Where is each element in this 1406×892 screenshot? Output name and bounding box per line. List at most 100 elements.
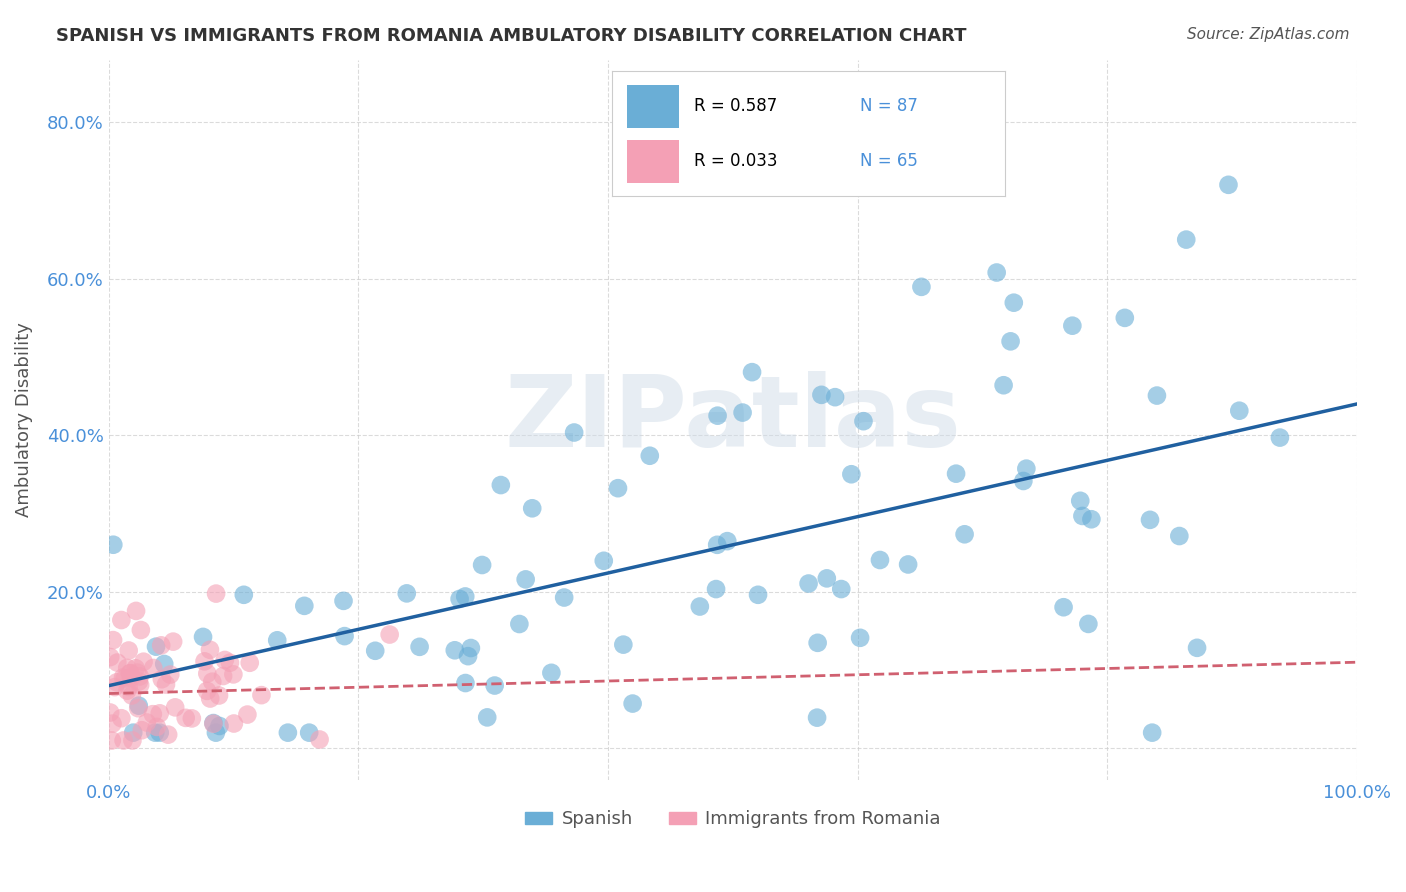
Point: [1146, 388, 1168, 402]
Point: [219, 656, 242, 670]
Point: [1071, 508, 1094, 523]
Point: [202, 716, 225, 731]
Point: [165, 700, 187, 714]
Point: [308, 732, 330, 747]
Point: [449, 591, 471, 606]
Point: [477, 710, 499, 724]
Point: [112, 733, 135, 747]
Point: [1000, 334, 1022, 349]
Point: [122, 725, 145, 739]
Point: [129, 678, 152, 692]
Point: [515, 573, 537, 587]
Point: [198, 642, 221, 657]
Point: [484, 679, 506, 693]
Point: [408, 640, 430, 654]
Point: [157, 728, 180, 742]
Point: [128, 669, 150, 683]
FancyBboxPatch shape: [627, 85, 679, 128]
Point: [120, 666, 142, 681]
Text: SPANISH VS IMMIGRANTS FROM ROMANIA AMBULATORY DISABILITY CORRELATION CHART: SPANISH VS IMMIGRANTS FROM ROMANIA AMBUL…: [56, 27, 967, 45]
Point: [232, 588, 254, 602]
FancyBboxPatch shape: [627, 140, 679, 183]
Point: [797, 576, 820, 591]
Point: [124, 661, 146, 675]
Text: ZIPatlas: ZIPatlas: [505, 371, 962, 468]
Point: [98, 650, 121, 665]
Point: [869, 553, 891, 567]
Point: [1268, 431, 1291, 445]
Point: [1052, 600, 1074, 615]
Point: [333, 629, 356, 643]
Point: [1069, 493, 1091, 508]
Point: [98, 706, 121, 720]
Point: [250, 688, 273, 702]
Y-axis label: Ambulatory Disability: Ambulatory Disability: [15, 322, 32, 517]
Point: [118, 666, 141, 681]
Point: [105, 675, 128, 690]
Point: [993, 378, 1015, 392]
Point: [298, 725, 321, 739]
Point: [115, 683, 138, 698]
Point: [807, 636, 830, 650]
Point: [1168, 529, 1191, 543]
Point: [111, 670, 134, 684]
Point: [910, 280, 932, 294]
Point: [1077, 616, 1099, 631]
Point: [953, 527, 976, 541]
Point: [150, 672, 173, 686]
Point: [149, 725, 172, 739]
Point: [443, 643, 465, 657]
Point: [841, 467, 863, 482]
Point: [104, 680, 127, 694]
Point: [105, 656, 128, 670]
Point: [638, 449, 661, 463]
Point: [115, 661, 138, 675]
Point: [849, 631, 872, 645]
Point: [159, 667, 181, 681]
Point: [162, 634, 184, 648]
Point: [129, 623, 152, 637]
Point: [121, 689, 143, 703]
Point: [146, 720, 169, 734]
Point: [1139, 513, 1161, 527]
Point: [236, 707, 259, 722]
Point: [212, 669, 235, 683]
Point: [612, 638, 634, 652]
Point: [222, 716, 245, 731]
Point: [205, 725, 228, 739]
Point: [201, 674, 224, 689]
Point: [127, 701, 149, 715]
Point: [830, 582, 852, 596]
Point: [897, 558, 920, 572]
Point: [174, 711, 197, 725]
Point: [205, 586, 228, 600]
Point: [150, 638, 173, 652]
Point: [101, 716, 124, 731]
Point: [191, 630, 214, 644]
Point: [135, 715, 157, 730]
Point: [195, 666, 218, 681]
Point: [193, 654, 215, 668]
Point: [553, 591, 575, 605]
Point: [121, 733, 143, 747]
Point: [1140, 725, 1163, 739]
Point: [522, 501, 544, 516]
Point: [195, 684, 218, 698]
Point: [143, 725, 166, 739]
Text: R = 0.033: R = 0.033: [695, 153, 778, 170]
Point: [292, 599, 315, 613]
Point: [208, 689, 231, 703]
Point: [378, 627, 401, 641]
Point: [1015, 461, 1038, 475]
Point: [395, 586, 418, 600]
Point: [128, 698, 150, 713]
Point: [110, 711, 132, 725]
Point: [239, 656, 262, 670]
Point: [824, 390, 846, 404]
Point: [1175, 233, 1198, 247]
Point: [266, 633, 288, 648]
Point: [621, 697, 644, 711]
Point: [128, 674, 150, 689]
Point: [471, 558, 494, 572]
Point: [153, 657, 176, 671]
